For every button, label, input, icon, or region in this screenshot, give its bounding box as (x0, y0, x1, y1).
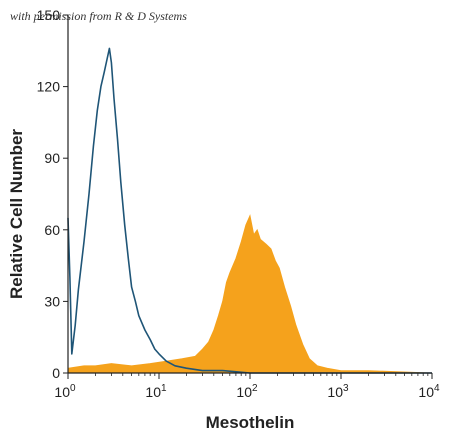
y-tick-label: 60 (44, 222, 60, 238)
y-axis-title: Relative Cell Number (7, 129, 26, 299)
outline-histogram-series (67, 47, 432, 374)
y-tick-label: 120 (37, 79, 61, 95)
x-tick-label: 103 (327, 383, 349, 400)
credit-text: with permission from R & D Systems (10, 9, 187, 23)
filled-histogram-series (67, 214, 433, 374)
x-tick-label: 100 (54, 383, 76, 400)
y-tick-label: 30 (44, 293, 60, 309)
x-tick-label: 101 (145, 383, 167, 400)
y-tick-label: 150 (37, 7, 61, 23)
y-tick-label: 0 (52, 365, 60, 381)
x-axis-title: Mesothelin (206, 413, 295, 432)
series-layer (67, 47, 433, 374)
x-tick-label: 102 (236, 383, 258, 400)
y-tick-label: 90 (44, 150, 60, 166)
x-tick-label: 104 (418, 383, 440, 400)
